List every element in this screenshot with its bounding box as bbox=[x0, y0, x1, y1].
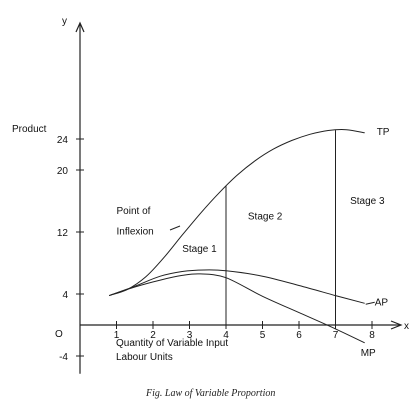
curves: TP AP MP bbox=[109, 127, 390, 359]
x-axis-arrow bbox=[390, 320, 403, 330]
tp-curve bbox=[109, 129, 365, 297]
x-tick-label: 1 bbox=[114, 330, 120, 341]
inflexion-leader bbox=[169, 225, 181, 231]
annotation-label: Inflexion bbox=[117, 226, 154, 237]
ap-curve bbox=[109, 269, 365, 304]
mp-series-label: MP bbox=[361, 348, 376, 359]
annotation-label: Stage 1 bbox=[182, 244, 217, 255]
ap-series-label: AP bbox=[375, 297, 389, 308]
annotation-label: Stage 3 bbox=[350, 196, 385, 207]
x-tick-label: 2 bbox=[150, 330, 156, 341]
x-tick-label: 3 bbox=[187, 330, 193, 341]
x-axis-letter: x bbox=[404, 321, 409, 332]
y-axis-letter: y bbox=[62, 16, 67, 27]
x-tick-label: 4 bbox=[223, 330, 229, 341]
figure-caption: Fig. Law of Variable Proportion bbox=[145, 388, 275, 399]
tp-series-label: TP bbox=[377, 127, 390, 138]
stage-dividers bbox=[225, 130, 336, 325]
mp-curve bbox=[109, 273, 365, 344]
y-tick-label: 20 bbox=[57, 166, 69, 177]
x-tick-label: 5 bbox=[260, 330, 266, 341]
ap-label-leader bbox=[365, 301, 375, 305]
y-tick-label: 12 bbox=[57, 228, 69, 239]
origin-label: O bbox=[55, 329, 63, 340]
y-tick-label: 24 bbox=[57, 135, 69, 146]
x-tick-label: 6 bbox=[296, 330, 302, 341]
y-tick-label: -4 bbox=[59, 352, 68, 363]
annotations: Point of Inflexion Stage 1 Stage 2 Stage 3 bbox=[117, 196, 386, 255]
annotation-label: Stage 2 bbox=[248, 212, 283, 223]
y-axis-arrow bbox=[75, 21, 85, 33]
x-axis-title-line1: Quantity of Variable Input bbox=[116, 338, 228, 349]
x-axis-title-line2: Labour Units bbox=[116, 352, 173, 363]
y-axis-title: Product bbox=[12, 124, 47, 135]
x-tick-label: 8 bbox=[369, 330, 375, 341]
x-tick-label: 7 bbox=[333, 330, 339, 341]
axes: y x O bbox=[55, 16, 409, 374]
annotation-label: Point of bbox=[117, 206, 151, 217]
y-tick-label: 4 bbox=[62, 290, 68, 301]
